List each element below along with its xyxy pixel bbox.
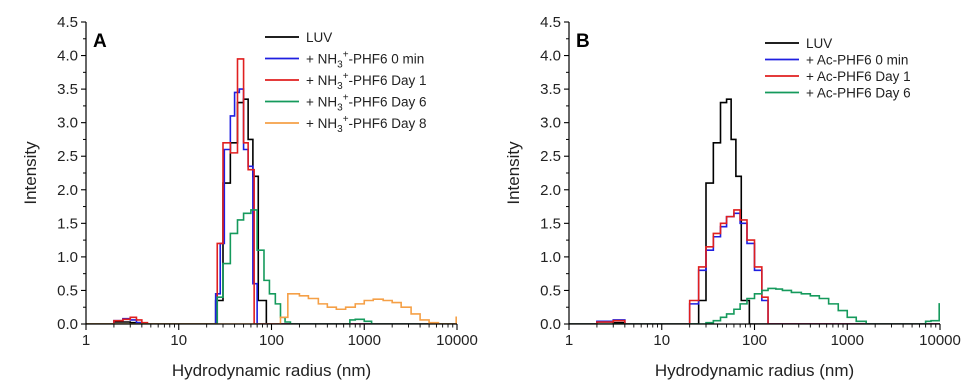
y-tick-label: 1.5 [57, 215, 78, 232]
y-tick-label: 1.0 [540, 249, 561, 266]
legend-entry: LUV [306, 30, 332, 45]
x-tick-label: 1 [82, 332, 90, 349]
y-tick-label: 3.5 [540, 81, 561, 98]
y-tick-label: 0.0 [57, 316, 78, 333]
legend: LUV+ NH3+-PHF6 0 min+ NH3+-PHF6 Day 1+ N… [265, 30, 427, 135]
legend-entry: LUV [806, 36, 832, 51]
series-line-5 [86, 293, 457, 324]
legend-entry: + Ac-PHF6 Day 1 [806, 69, 911, 84]
x-tick-label: 10 [653, 332, 670, 349]
y-tick-label: 3.0 [57, 115, 78, 132]
legend-entry: + NH3+-PHF6 Day 8 [306, 114, 427, 135]
series-line-2 [569, 212, 940, 324]
series-line-3 [569, 209, 940, 324]
panel-label: A [93, 31, 107, 52]
y-tick-label: 2.0 [57, 182, 78, 199]
y-tick-label: 4.0 [57, 48, 78, 65]
y-axis-title: Intensity [504, 141, 523, 205]
legend: LUV + Ac-PHF6 0 min+ Ac-PHF6 Day 1 + Ac-PH… [765, 36, 911, 101]
y-tick-label: 1.5 [540, 215, 561, 232]
x-tick-label: 1000 [831, 332, 864, 349]
x-tick-label: 10 [170, 332, 187, 349]
series-line-1 [569, 98, 940, 324]
y-tick-label: 3.0 [540, 115, 561, 132]
y-tick-label: 4.0 [540, 48, 561, 65]
y-tick-label: 1.0 [57, 249, 78, 266]
y-tick-label: 2.5 [57, 148, 78, 165]
legend-entry: + NH3+-PHF6 Day 6 [306, 93, 427, 114]
panel-label: B [576, 31, 590, 52]
x-tick-label: 100 [742, 332, 767, 349]
panel-a: 0.0 0.5 1.0 1.5 2.0 2.5 3.0 3.5 4.0 4.5 1 10 100 1000… [21, 14, 478, 380]
y-tick-label: 0.0 [540, 316, 561, 333]
y-axis-title: Intensity [21, 141, 40, 205]
series-line-1 [86, 98, 457, 324]
x-tick-label: 1000 [348, 332, 381, 349]
y-tick-label: 0.5 [57, 282, 78, 299]
series-line-4 [86, 209, 457, 324]
x-tick-label: 10000 [436, 332, 478, 349]
series-line-3 [86, 58, 457, 324]
panel-b: 0.0 0.5 1.0 1.5 2.0 2.5 3.0 3.5 4.0 4.5 1 10 100 1000… [504, 14, 961, 380]
y-tick-label: 3.5 [57, 81, 78, 98]
legend-entry: + NH3+-PHF6 0 min [306, 50, 424, 71]
y-tick-label: 2.5 [540, 148, 561, 165]
legend-entry: + NH3+-PHF6 Day 1 [306, 71, 427, 92]
x-tick-label: 1 [565, 332, 573, 349]
y-tick-label: 4.5 [57, 14, 78, 31]
series-line-4 [569, 287, 940, 324]
legend-entry: + Ac-PHF6 0 min [806, 53, 908, 68]
y-tick-label: 0.5 [540, 282, 561, 299]
y-tick-label: 2.0 [540, 182, 561, 199]
x-tick-label: 10000 [919, 332, 961, 349]
x-axis-title: Hydrodynamic radius (nm) [172, 361, 371, 380]
x-tick-label: 100 [259, 332, 284, 349]
y-tick-label: 4.5 [540, 14, 561, 31]
legend-entry: + Ac-PHF6 Day 6 [806, 86, 911, 101]
x-axis-title: Hydrodynamic radius (nm) [655, 361, 854, 380]
